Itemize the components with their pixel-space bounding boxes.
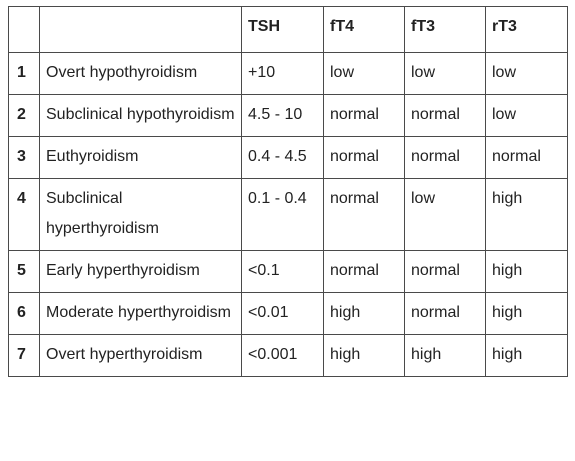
tsh-cell: 0.4 - 4.5: [241, 136, 324, 179]
condition-cell: Overt hypothyroidism: [39, 52, 242, 95]
ft3-cell: normal: [404, 136, 486, 179]
table-row: 2 Subclinical hypothyroidism 4.5 - 10 no…: [8, 94, 568, 137]
row-number: 7: [8, 334, 40, 377]
table-row: 4 Subclinical hyperthyroidism 0.1 - 0.4 …: [8, 178, 568, 251]
ft4-cell: normal: [323, 178, 405, 251]
ft3-cell: low: [404, 178, 486, 251]
header-rt3: rT3: [485, 6, 568, 53]
row-number: 6: [8, 292, 40, 335]
row-number: 1: [8, 52, 40, 95]
ft4-cell: high: [323, 292, 405, 335]
rt3-cell: high: [485, 250, 568, 293]
table-row: 6 Moderate hyperthyroidism <0.01 high no…: [8, 292, 568, 335]
condition-cell: Moderate hyperthyroidism: [39, 292, 242, 335]
tsh-cell: <0.1: [241, 250, 324, 293]
tsh-cell: 4.5 - 10: [241, 94, 324, 137]
ft4-cell: normal: [323, 136, 405, 179]
condition-cell: Subclinical hyperthyroidism: [39, 178, 242, 251]
header-row: TSH fT4 fT3 rT3: [8, 6, 568, 53]
row-number: 4: [8, 178, 40, 251]
header-ft3: fT3: [404, 6, 486, 53]
tsh-cell: <0.01: [241, 292, 324, 335]
header-condition: [39, 6, 242, 53]
ft4-cell: normal: [323, 94, 405, 137]
ft3-cell: normal: [404, 250, 486, 293]
ft4-cell: normal: [323, 250, 405, 293]
row-number: 3: [8, 136, 40, 179]
thyroid-table-container: TSH fT4 fT3 rT3 1 Overt hypothyroidism +…: [8, 6, 568, 377]
table-row: 3 Euthyroidism 0.4 - 4.5 normal normal n…: [8, 136, 568, 179]
ft3-cell: normal: [404, 292, 486, 335]
rt3-cell: normal: [485, 136, 568, 179]
header-ft4: fT4: [323, 6, 405, 53]
row-number: 5: [8, 250, 40, 293]
header-number: [8, 6, 40, 53]
rt3-cell: low: [485, 52, 568, 95]
tsh-cell: <0.001: [241, 334, 324, 377]
header-tsh: TSH: [241, 6, 324, 53]
table-row: 1 Overt hypothyroidism +10 low low low: [8, 52, 568, 95]
condition-cell: Subclinical hypothyroidism: [39, 94, 242, 137]
rt3-cell: high: [485, 334, 568, 377]
ft3-cell: normal: [404, 94, 486, 137]
ft3-cell: high: [404, 334, 486, 377]
rt3-cell: high: [485, 178, 568, 251]
table-row: 5 Early hyperthyroidism <0.1 normal norm…: [8, 250, 568, 293]
rt3-cell: low: [485, 94, 568, 137]
ft3-cell: low: [404, 52, 486, 95]
rt3-cell: high: [485, 292, 568, 335]
tsh-cell: 0.1 - 0.4: [241, 178, 324, 251]
thyroid-function-table: TSH fT4 fT3 rT3 1 Overt hypothyroidism +…: [8, 6, 568, 377]
condition-cell: Euthyroidism: [39, 136, 242, 179]
ft4-cell: high: [323, 334, 405, 377]
condition-cell: Early hyperthyroidism: [39, 250, 242, 293]
row-number: 2: [8, 94, 40, 137]
table-row: 7 Overt hyperthyroidism <0.001 high high…: [8, 334, 568, 377]
tsh-cell: +10: [241, 52, 324, 95]
ft4-cell: low: [323, 52, 405, 95]
condition-cell: Overt hyperthyroidism: [39, 334, 242, 377]
